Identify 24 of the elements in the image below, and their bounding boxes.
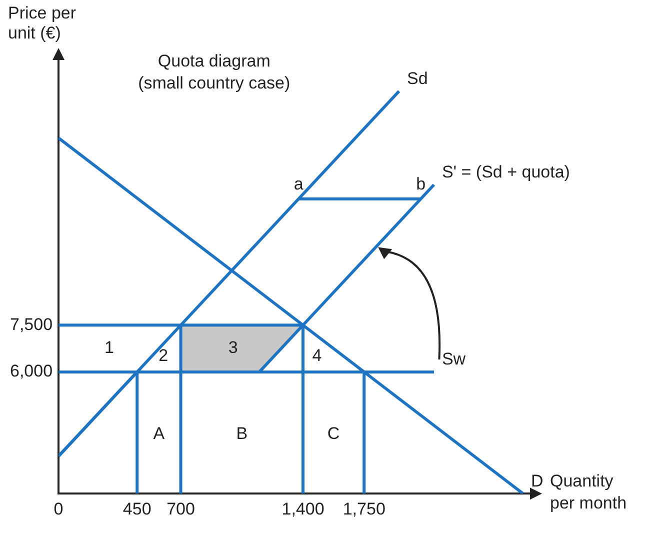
- annotation: 2: [158, 346, 168, 366]
- series-label: D: [531, 471, 544, 490]
- x-tick-label: 450: [122, 499, 152, 518]
- y-tick-label: 6,000: [10, 362, 53, 381]
- annotation: b: [416, 174, 426, 194]
- y-axis-title: Price per unit (€): [8, 4, 76, 43]
- series-label: Sd: [407, 68, 428, 88]
- annotation: 3: [228, 338, 238, 358]
- x-tick-label: 1,750: [342, 499, 386, 518]
- annotation: 4: [312, 346, 322, 366]
- x-tick-label: 700: [166, 499, 195, 518]
- x-tick-label: 0: [54, 499, 64, 518]
- text: (small country case): [138, 74, 290, 93]
- y-tick-label: 7,500: [10, 314, 53, 334]
- x-tick-label: 1,400: [282, 499, 324, 518]
- annotation: a: [294, 174, 304, 194]
- annotation: C: [327, 424, 340, 444]
- x-axis-title: Quantity per month: [550, 471, 627, 512]
- annotation: B: [236, 424, 248, 444]
- series-label: S' = (Sd + quota): [442, 162, 570, 182]
- chart-title: Quota diagram: [158, 52, 270, 71]
- annotation: 1: [104, 338, 114, 358]
- annotation: A: [153, 424, 166, 444]
- series-label: Sw: [442, 350, 466, 369]
